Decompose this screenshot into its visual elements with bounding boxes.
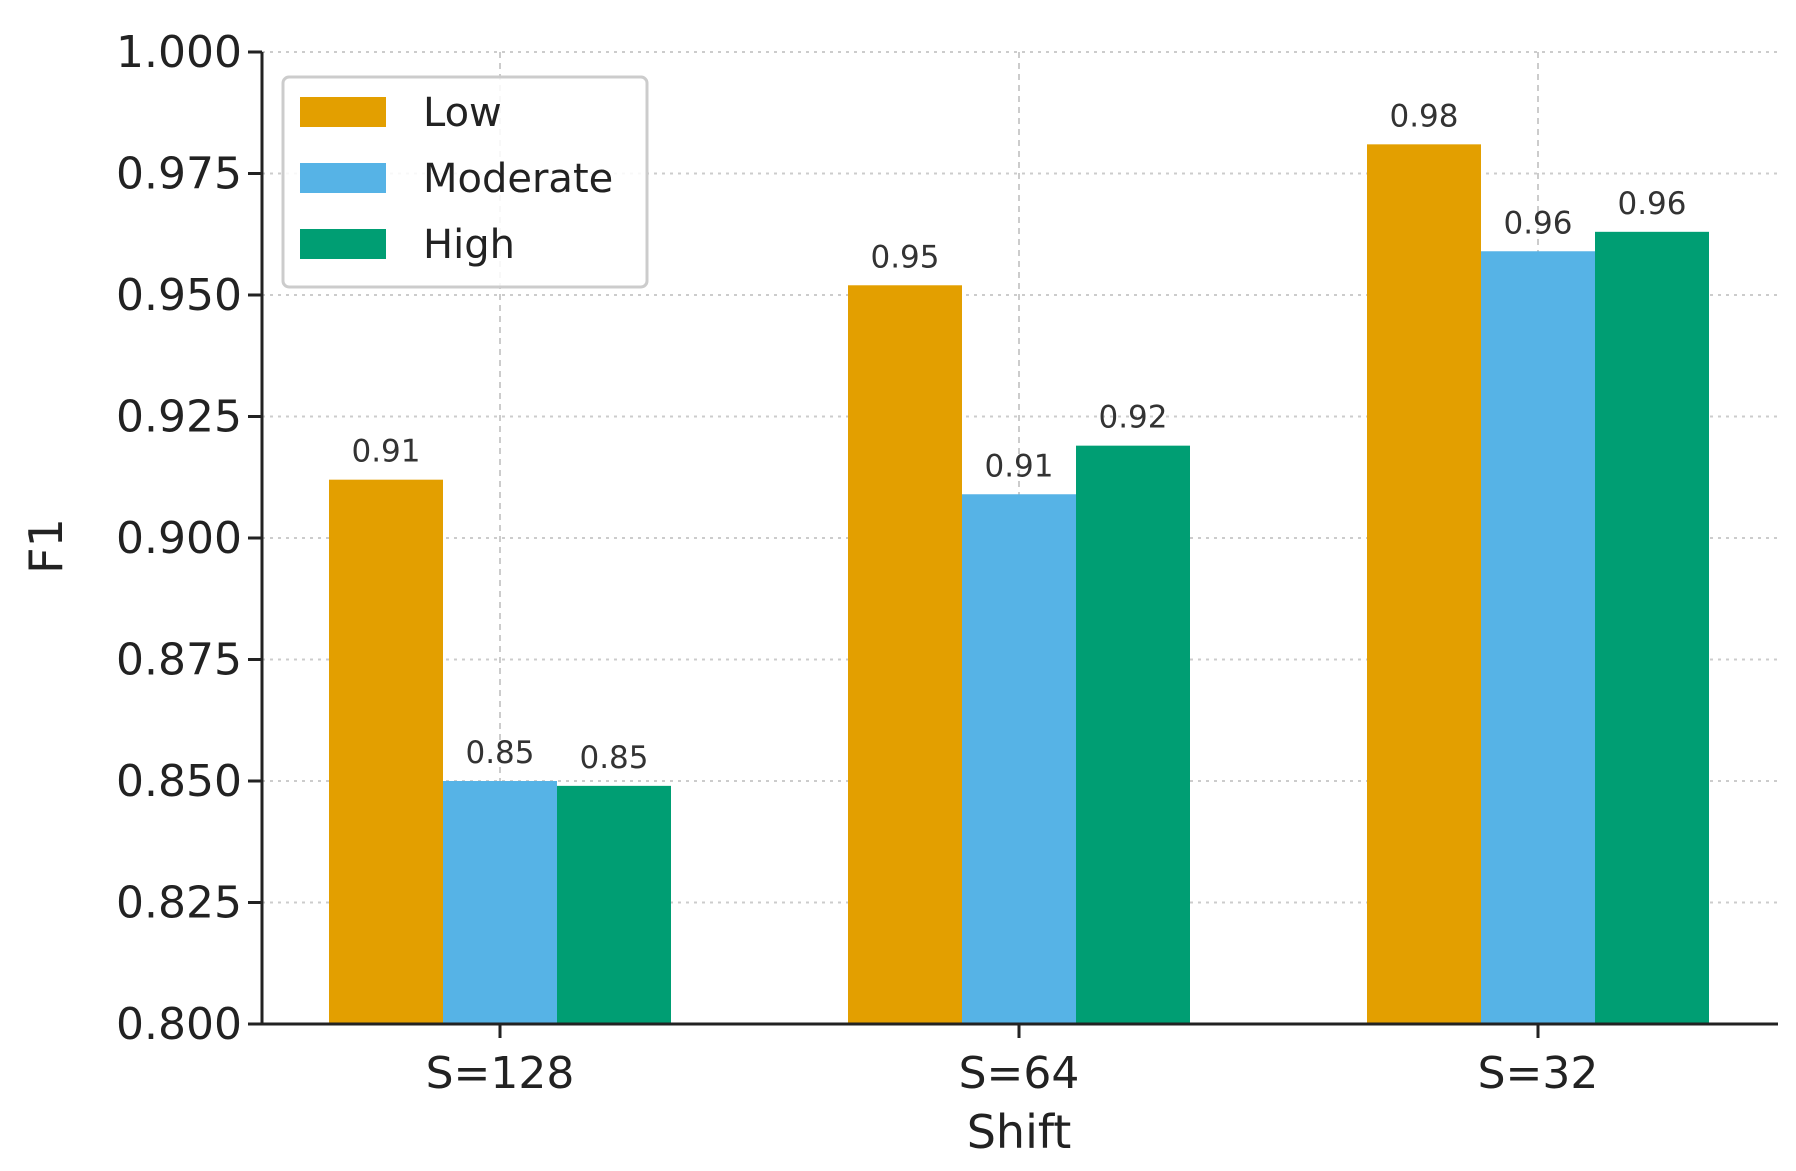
y-tick-label: 1.000 — [116, 27, 242, 78]
bar-low — [848, 285, 962, 1024]
y-tick-label: 0.850 — [116, 756, 242, 807]
y-tick-label: 0.950 — [116, 270, 242, 321]
bar-moderate — [443, 781, 557, 1024]
bar-low — [329, 479, 443, 1024]
bar-high — [557, 785, 671, 1024]
y-tick-label: 0.875 — [116, 635, 242, 686]
data-labels: 0.91 0.95 0.98 0.85 0.91 0.96 0.85 0.92 0.96 — [351, 98, 1686, 776]
bar-moderate — [962, 494, 1076, 1024]
x-tick-label: S=128 — [426, 1048, 575, 1099]
y-axis-title: F1 — [19, 518, 73, 574]
y-tick-label: 0.975 — [116, 149, 242, 200]
x-tick-label: S=64 — [959, 1048, 1080, 1099]
legend-label-moderate: Moderate — [423, 156, 613, 202]
y-tick-label: 0.825 — [116, 878, 242, 929]
legend-swatch-low — [300, 97, 386, 127]
bar-low — [1367, 144, 1481, 1025]
bar-value-label: 0.91 — [351, 434, 420, 470]
y-tick-label: 0.800 — [116, 999, 242, 1050]
bar-value-label: 0.95 — [870, 239, 939, 275]
bar-value-label: 0.96 — [1617, 186, 1686, 222]
bar-value-label: 0.92 — [1098, 400, 1167, 436]
legend-swatch-high — [300, 229, 386, 259]
bar-value-label: 0.91 — [984, 448, 1053, 484]
bar-value-label: 0.98 — [1389, 98, 1458, 134]
bar-high — [1595, 231, 1709, 1024]
ticks: 0.800 0.825 0.850 0.875 0.900 0.925 0.950 0.975… — [116, 27, 1598, 1099]
y-tick-label: 0.900 — [116, 513, 242, 564]
legend: Low Moderate High — [281, 75, 649, 289]
x-tick-label: S=32 — [1478, 1048, 1599, 1099]
bar-moderate — [1481, 251, 1595, 1024]
bar-value-label: 0.85 — [579, 740, 648, 776]
bar-value-label: 0.85 — [465, 735, 534, 771]
x-axis-title: Shift — [967, 1105, 1072, 1159]
legend-swatch-moderate — [300, 163, 386, 193]
bar-high — [1076, 445, 1190, 1024]
bars — [329, 144, 1709, 1025]
legend-label-low: Low — [423, 90, 502, 136]
legend-label-high: High — [423, 222, 515, 268]
bar-value-label: 0.96 — [1503, 205, 1572, 241]
y-tick-label: 0.925 — [116, 392, 242, 443]
